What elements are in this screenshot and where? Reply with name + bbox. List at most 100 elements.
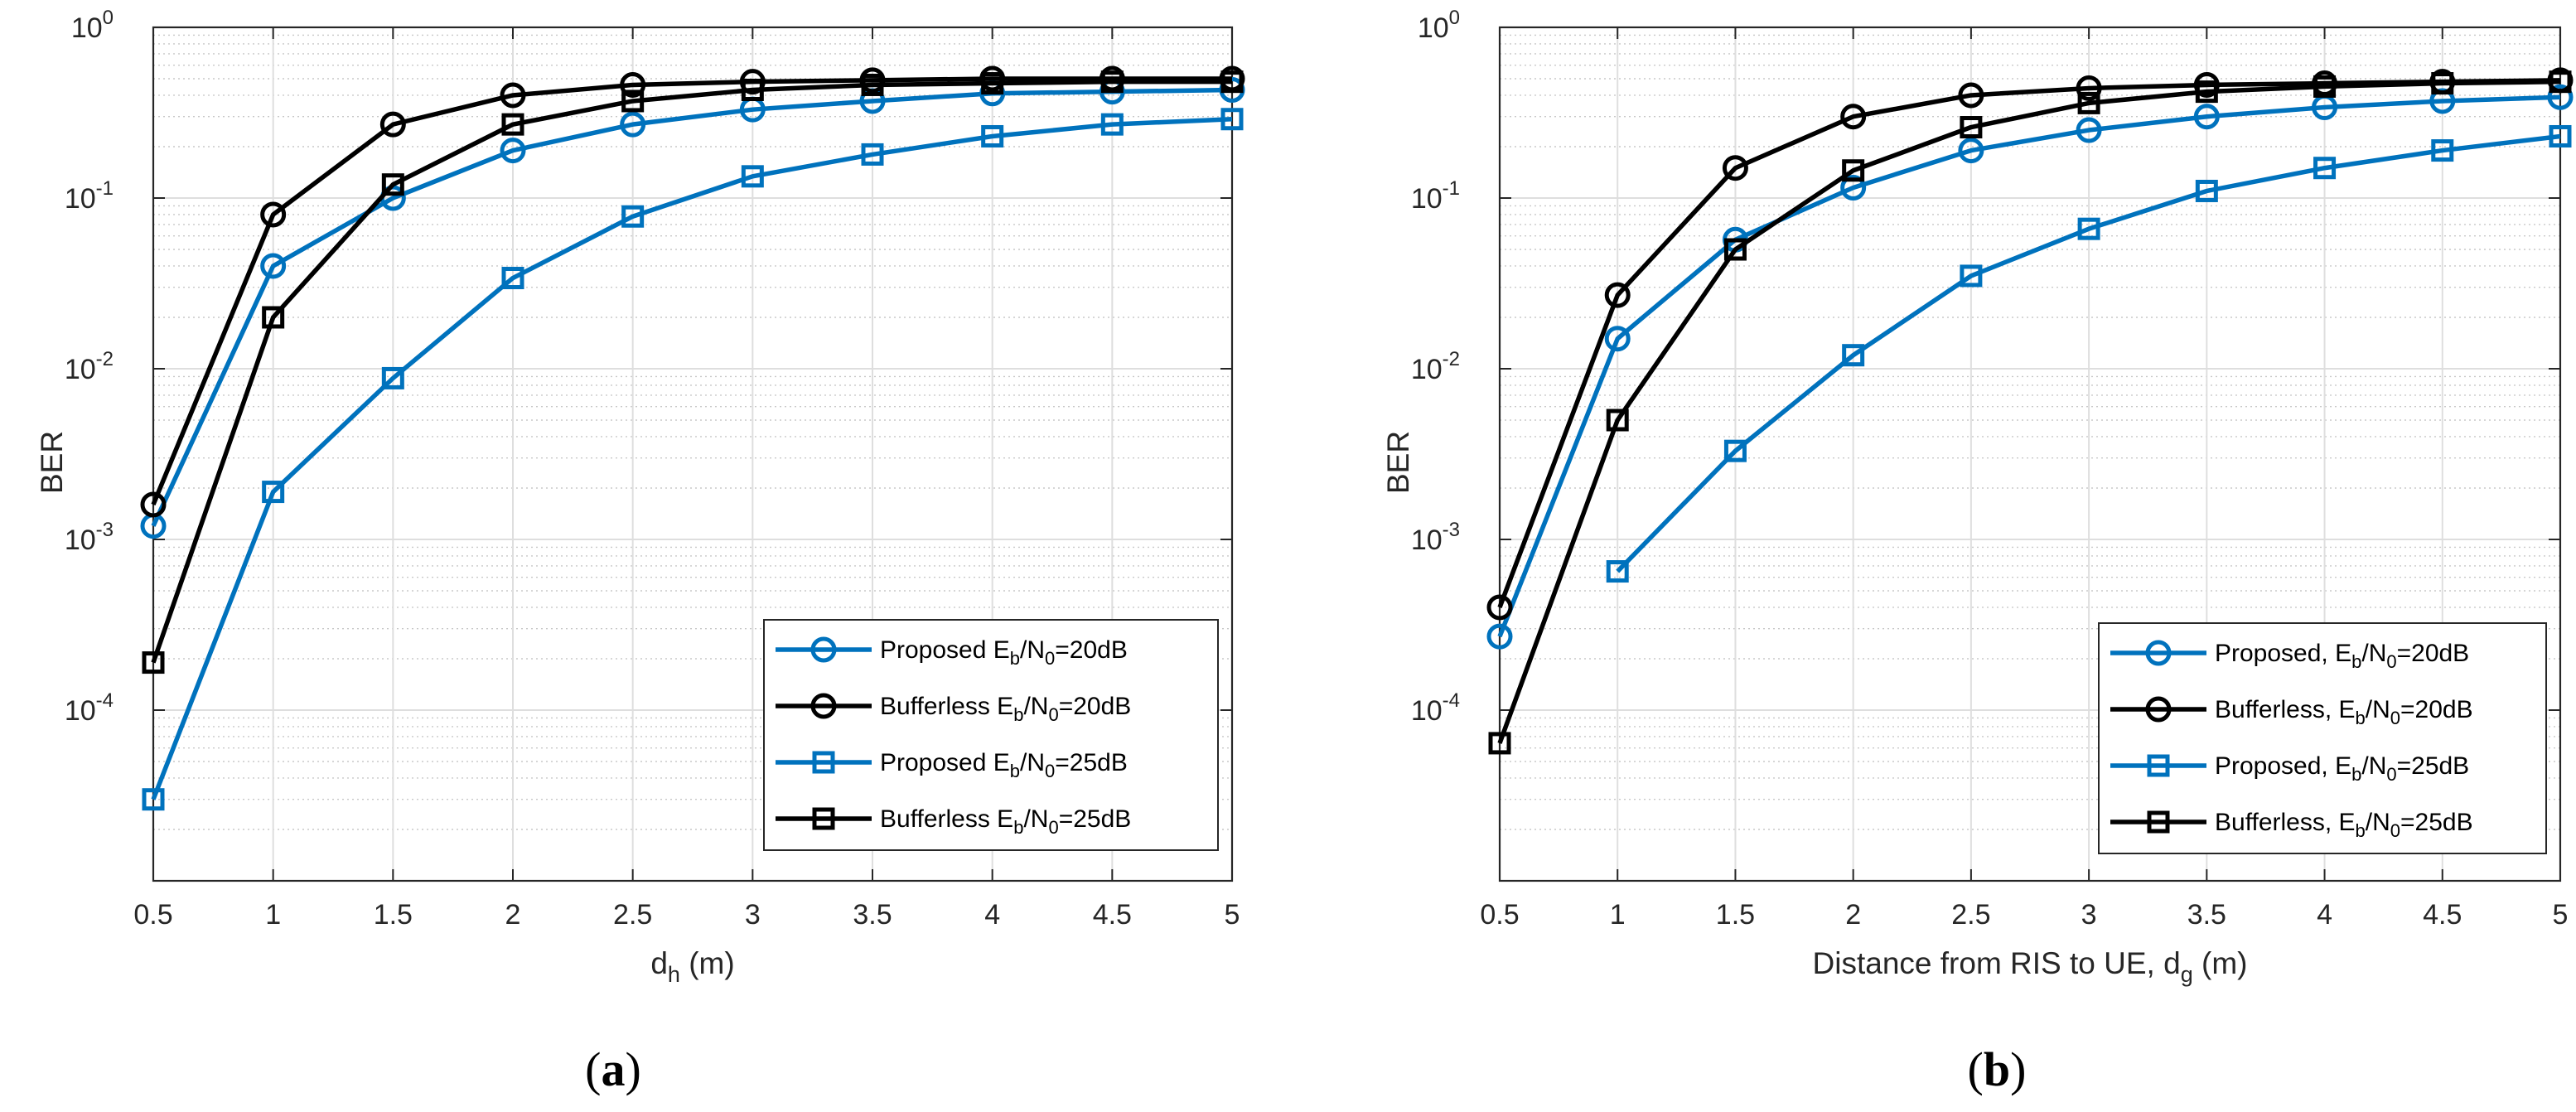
data-point <box>2549 70 2572 94</box>
x-tick-label: 3.5 <box>853 899 892 931</box>
y-tick-label: 10-1 <box>65 177 114 215</box>
data-point <box>1220 108 1244 131</box>
data-point <box>2077 91 2100 114</box>
data-point <box>621 89 645 113</box>
series-line <box>1616 133 2561 573</box>
legend-label: Bufferless Eb/N0=20dB <box>880 693 1131 725</box>
data-point <box>142 651 165 674</box>
x-axis-label-subscript: g <box>2181 962 2193 987</box>
y-tick-label: 10-4 <box>65 689 114 727</box>
data-point <box>741 165 764 188</box>
data-point <box>1842 344 1865 367</box>
x-tick-label: 2 <box>505 899 521 931</box>
y-tick-label: 10-3 <box>65 519 114 556</box>
legend-box <box>763 619 1219 851</box>
legend-marker <box>2147 810 2170 834</box>
data-point <box>260 253 287 279</box>
x-tick-label: 4.5 <box>2423 899 2462 931</box>
data-point <box>381 173 404 196</box>
data-point <box>379 111 406 138</box>
data-point <box>1958 138 1984 164</box>
legend-label: Bufferless Eb/N0=25dB <box>880 805 1131 838</box>
data-point <box>2431 139 2454 162</box>
legend-label: Proposed Eb/N0=25dB <box>880 749 1128 781</box>
panel-caption: (a) <box>585 1042 641 1096</box>
x-tick-label: 4.5 <box>1093 899 1132 931</box>
data-point <box>142 788 165 811</box>
x-tick-label: 4 <box>984 899 1000 931</box>
data-point <box>1960 264 1983 288</box>
data-point <box>1722 155 1748 181</box>
y-axis-label: BER <box>1381 431 1415 494</box>
y-tick-label: 10-2 <box>65 348 114 385</box>
data-point <box>262 306 285 329</box>
legend: Proposed Eb/N0=20dB Bufferless Eb/N0=20dB… <box>763 619 1219 851</box>
legend-marker <box>812 751 835 774</box>
data-point <box>1958 82 1984 109</box>
data-point <box>620 111 646 138</box>
panel-b: 0.5 1 1.5 2 2.5 3 3.5 4 4.5 5 10-4 10-3 10-2 10-1 100 D… <box>1381 7 2574 1096</box>
legend-label: Proposed, Eb/N0=25dB <box>2215 752 2469 785</box>
x-tick-label: 3.5 <box>2187 899 2226 931</box>
y-tick-exponent: -1 <box>1443 177 1460 200</box>
x-tick-label: 5 <box>2553 899 2569 931</box>
x-tick-label: 5 <box>1225 899 1240 931</box>
legend-marker <box>810 636 837 663</box>
series-3 <box>142 70 1244 674</box>
data-point <box>1486 594 1513 621</box>
y-tick-exponent: -1 <box>96 177 114 200</box>
data-point <box>2313 157 2337 180</box>
x-axis-label: Distance from RIS to UE, dg (m) <box>1813 946 2248 987</box>
y-tick-exponent: -3 <box>96 519 114 541</box>
data-point <box>621 205 645 228</box>
data-point <box>1486 623 1513 650</box>
x-tick-label: 2.5 <box>613 899 652 931</box>
data-point <box>1723 439 1747 462</box>
x-tick-label: 2 <box>1845 899 1861 931</box>
data-point <box>501 113 524 136</box>
data-point <box>501 267 524 290</box>
data-point <box>981 124 1004 147</box>
data-point <box>2195 179 2218 202</box>
x-tick-label: 4 <box>2317 899 2332 931</box>
data-point <box>1960 116 1983 139</box>
axes-box <box>152 26 1234 882</box>
series-line <box>151 79 1232 664</box>
data-point <box>981 72 1004 95</box>
panel-a: 0.5 1 1.5 2 2.5 3 3.5 4 4.5 5 10-4 10-3 10-2 10-1 100 d… <box>35 7 1245 1096</box>
data-point <box>861 73 884 96</box>
data-point <box>1220 70 1244 94</box>
data-point <box>1604 282 1631 308</box>
data-point <box>1606 409 1629 432</box>
panel-caption: (b) <box>1968 1042 2027 1096</box>
series-2 <box>142 108 1244 811</box>
data-point <box>1100 70 1124 94</box>
x-tick-label: 0.5 <box>133 899 172 931</box>
x-tick-label: 2.5 <box>1951 899 1990 931</box>
data-point <box>620 71 646 98</box>
x-tick-label: 0.5 <box>1480 899 1519 931</box>
series-2 <box>1606 124 2572 583</box>
y-tick-label: 10-4 <box>1411 689 1460 727</box>
series-line <box>1497 79 2561 744</box>
data-point <box>1840 174 1867 201</box>
data-point <box>2195 80 2218 104</box>
series-1 <box>1486 67 2574 621</box>
x-tick-label: 1.5 <box>1716 899 1755 931</box>
x-tick-label: 3 <box>2081 899 2097 931</box>
series-line <box>151 87 1233 527</box>
data-point <box>2077 217 2100 240</box>
ticks <box>1499 27 2561 882</box>
y-tick-label: 10-2 <box>1411 348 1460 385</box>
series-line <box>1497 78 2561 608</box>
legend-marker <box>2147 754 2170 777</box>
legend-label: Bufferless, Eb/N0=25dB <box>2215 809 2473 841</box>
legend-label: Proposed, Eb/N0=20dB <box>2215 640 2469 672</box>
x-tick-label: 1 <box>265 899 281 931</box>
data-point <box>500 82 526 109</box>
data-point <box>1723 238 1747 261</box>
series-line <box>1497 94 2561 638</box>
axes-box <box>1498 26 2562 882</box>
y-tick-exponent: -2 <box>1443 348 1460 370</box>
